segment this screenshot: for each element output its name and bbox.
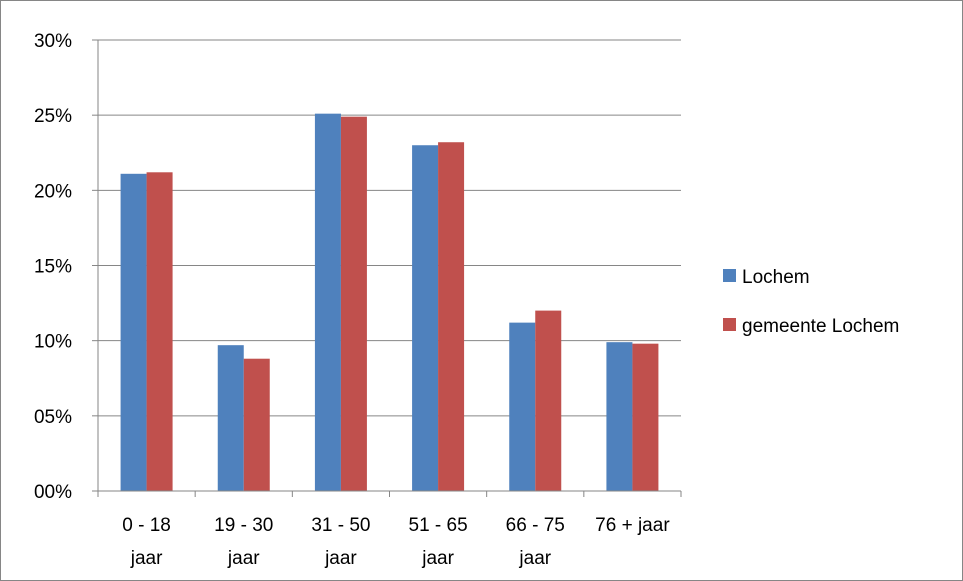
y-tick-label: 00% <box>34 482 72 503</box>
x-tick-label: jaar <box>227 548 260 569</box>
x-tick-label: 0 - 18 <box>122 515 171 536</box>
legend-swatch <box>723 269 736 282</box>
bar <box>632 343 659 491</box>
legend: Lochem gemeente Lochem <box>723 267 899 337</box>
x-tick-label: jaar <box>130 548 163 569</box>
x-tick-label: 66 - 75 <box>506 515 565 536</box>
x-tick-label: jaar <box>324 548 357 569</box>
y-tick-label: 10% <box>34 332 72 353</box>
axes <box>97 40 682 497</box>
bar <box>314 113 341 491</box>
x-tick-label: 51 - 65 <box>409 515 468 536</box>
legend-label: gemeente Lochem <box>742 316 899 337</box>
bar <box>535 310 562 491</box>
bar <box>146 172 173 491</box>
x-tick-label: jaar <box>518 548 551 569</box>
y-tick-label: 15% <box>34 257 72 278</box>
y-tick-label: 25% <box>34 106 72 127</box>
y-tick-label: 20% <box>34 181 72 202</box>
legend-label: Lochem <box>742 267 810 288</box>
bar <box>243 358 270 491</box>
bars <box>120 113 659 492</box>
bar <box>120 173 147 491</box>
bar <box>217 345 244 491</box>
legend-swatch <box>723 318 736 331</box>
bar <box>340 116 367 492</box>
x-tick-label: 31 - 50 <box>311 515 370 536</box>
bar <box>509 322 536 491</box>
x-tick-label: jaar <box>421 548 454 569</box>
x-tick-label: 76 + jaar <box>595 515 670 536</box>
bar <box>606 342 633 491</box>
x-tick-label: 19 - 30 <box>214 515 273 536</box>
y-axis-labels: 00% 05% 10% 15% 20% 25% 30% <box>34 31 72 503</box>
bar <box>412 145 439 491</box>
y-tick-label: 30% <box>34 31 72 52</box>
y-tick-label: 05% <box>34 407 72 428</box>
gridlines <box>92 39 681 492</box>
x-axis-labels: 0 - 18 jaar 19 - 30 jaar 31 - 50 jaar 51 - 65 j… <box>122 515 670 569</box>
bar <box>438 142 465 491</box>
